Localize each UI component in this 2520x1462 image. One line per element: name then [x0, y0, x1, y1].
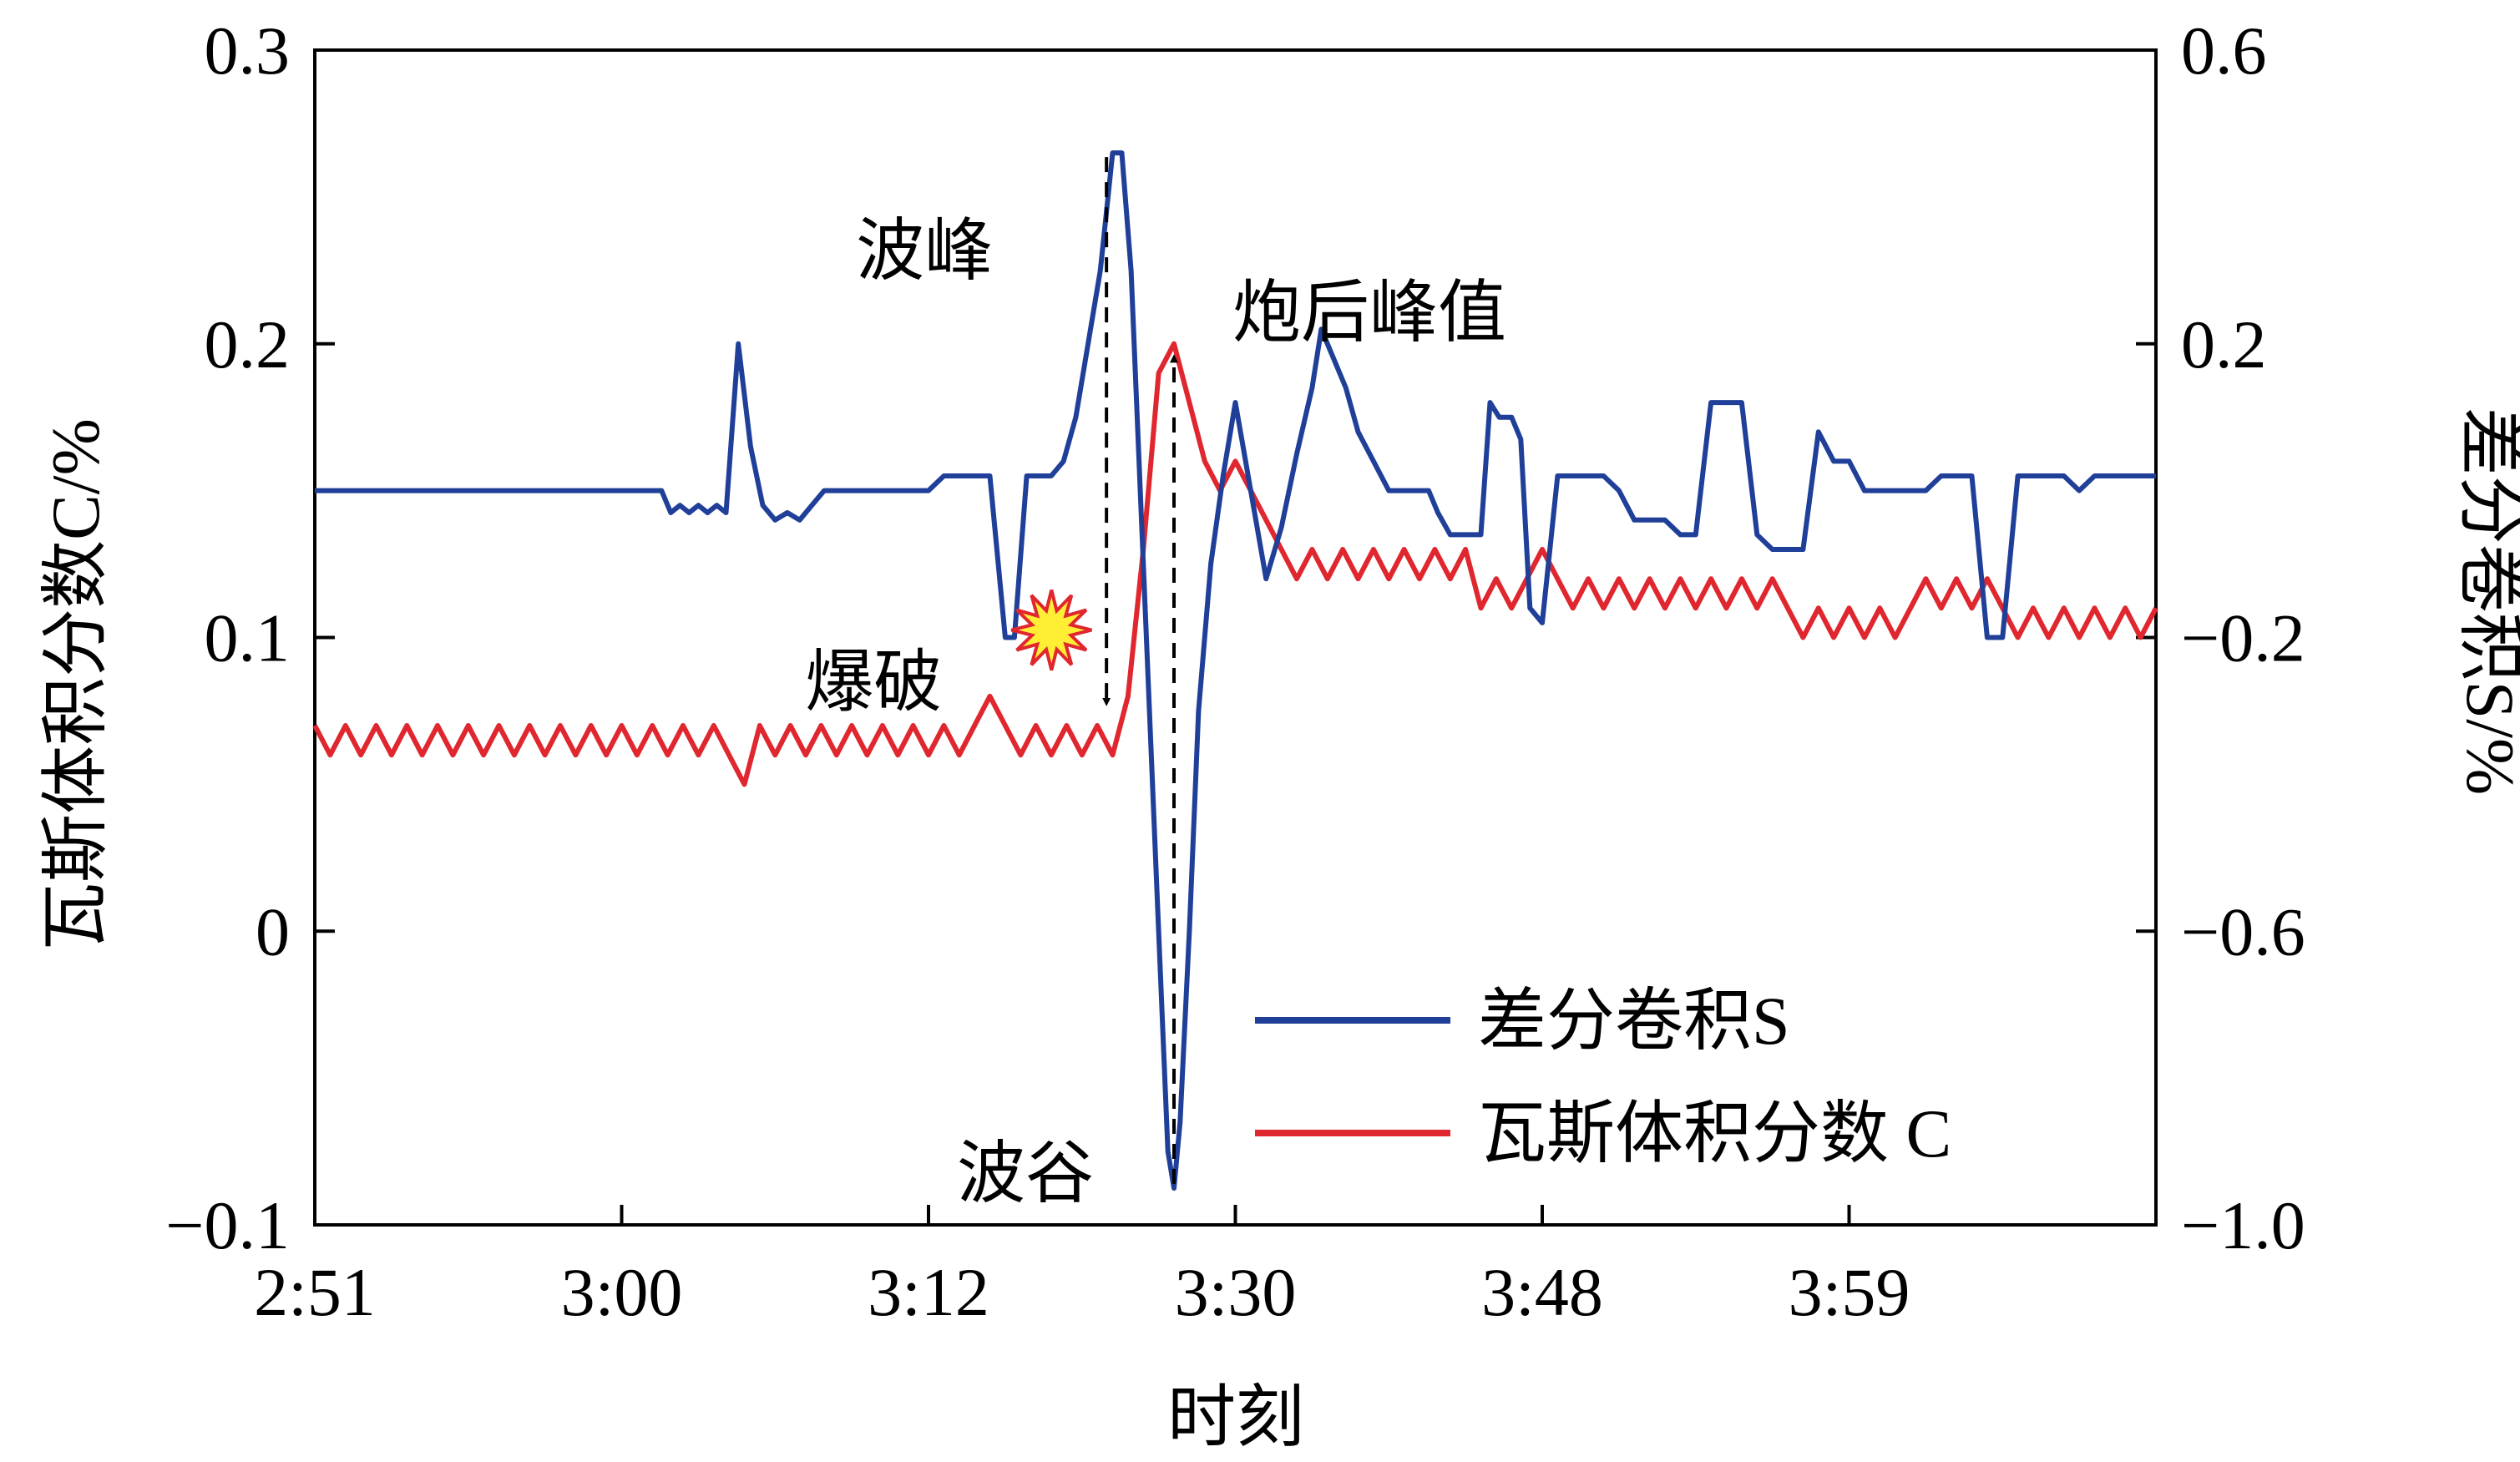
x-tick-label: 3:12	[868, 1254, 989, 1330]
x-axis-title: 时刻	[1167, 1379, 1304, 1455]
y-left-tick-label: 0.1	[205, 600, 291, 676]
y-left-axis-title: 瓦斯体积分数C/%	[38, 418, 114, 951]
series-layer	[312, 150, 2158, 1191]
y-right-tick-label: 0.6	[2181, 13, 2267, 89]
x-tick-label: 3:59	[1789, 1254, 1910, 1330]
annotation-blast: 爆破	[805, 645, 942, 721]
blast-burst-icon	[1010, 589, 1092, 671]
series-line-s	[315, 150, 2156, 1191]
y-left-tick-label: −0.1	[165, 1187, 290, 1263]
legend: 差分卷积S 瓦斯体积分数 C	[1255, 983, 1951, 1171]
x-tick-label: 3:30	[1175, 1254, 1297, 1330]
y-right-tick-label: 0.2	[2181, 306, 2267, 382]
x-tick-label: 3:48	[1481, 1254, 1603, 1330]
y-left-tick-label: 0.3	[205, 13, 291, 89]
x-tick-label: 3:00	[561, 1254, 683, 1330]
annotation-post-blast-peak: 炮后峰值	[1232, 275, 1506, 351]
tick-labels: 2:51 3:00 3:12 3:30 3:48 3:59 −0.1 0 0.1 0.2 0.3 −1…	[165, 13, 2305, 1330]
series-line-c	[312, 341, 2158, 787]
plot-frame	[313, 48, 2158, 1227]
tick-marks	[313, 48, 2156, 1227]
legend-label-s: 差分卷积S	[1478, 983, 1790, 1059]
y-left-tick-label: 0.2	[205, 306, 291, 382]
annotation-trough: 波谷	[957, 1136, 1094, 1212]
legend-label-c: 瓦斯体积分数 C	[1478, 1095, 1951, 1171]
y-right-axis-title: 差分卷积S/%	[2452, 407, 2520, 796]
y-right-tick-label: −0.2	[2181, 600, 2305, 676]
y-right-tick-label: −1.0	[2181, 1187, 2305, 1263]
y-left-tick-label: 0	[256, 893, 290, 969]
annotation-peak: 波峰	[856, 213, 993, 289]
y-right-tick-label: −0.6	[2181, 893, 2305, 969]
x-tick-label: 2:51	[254, 1254, 376, 1330]
